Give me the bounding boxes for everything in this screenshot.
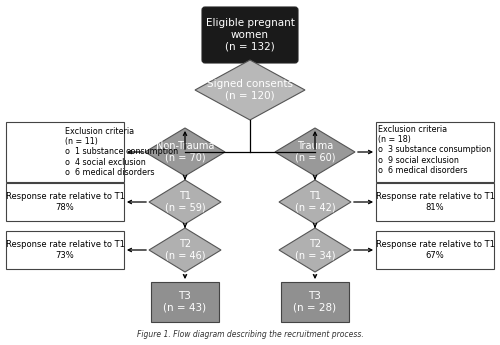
Text: Exclusion criteria
(n = 11)
o  1 substance consumption
o  4 social exclusion
o  : Exclusion criteria (n = 11) o 1 substanc… <box>65 127 178 177</box>
Bar <box>376 183 494 221</box>
Bar <box>151 282 219 322</box>
Polygon shape <box>279 180 351 224</box>
Polygon shape <box>149 228 221 272</box>
Text: T1
(n = 59): T1 (n = 59) <box>164 191 205 213</box>
Bar <box>6 183 124 221</box>
Text: Exclusion criteria
(n = 18)
o  3 substance consumption
o  9 social exclusion
o  : Exclusion criteria (n = 18) o 3 substanc… <box>378 125 492 175</box>
Text: Signed consents
(n = 120): Signed consents (n = 120) <box>207 79 293 101</box>
Text: Response rate relative to T1
73%: Response rate relative to T1 73% <box>6 240 124 260</box>
Polygon shape <box>149 180 221 224</box>
Text: Response rate relative to T1
78%: Response rate relative to T1 78% <box>6 192 124 212</box>
Text: T3
(n = 43): T3 (n = 43) <box>164 291 206 313</box>
Text: Eligible pregnant
women
(n = 132): Eligible pregnant women (n = 132) <box>206 18 294 52</box>
Text: Response rate relative to T1
67%: Response rate relative to T1 67% <box>376 240 494 260</box>
Bar <box>376 122 494 182</box>
Text: T2
(n = 46): T2 (n = 46) <box>165 239 205 261</box>
Text: Non-Trauma
(n = 70): Non-Trauma (n = 70) <box>156 141 214 163</box>
Text: Figure 1. Flow diagram describing the recruitment process.: Figure 1. Flow diagram describing the re… <box>136 330 364 339</box>
Text: Trauma
(n = 60): Trauma (n = 60) <box>295 141 335 163</box>
Bar <box>6 122 124 182</box>
Bar <box>281 282 349 322</box>
Text: T2
(n = 34): T2 (n = 34) <box>295 239 335 261</box>
Polygon shape <box>275 128 355 176</box>
Polygon shape <box>195 60 305 120</box>
Text: T3
(n = 28): T3 (n = 28) <box>294 291 337 313</box>
Polygon shape <box>145 128 225 176</box>
Text: T1
(n = 42): T1 (n = 42) <box>294 191 336 213</box>
Bar <box>6 231 124 269</box>
Bar <box>376 231 494 269</box>
Text: Response rate relative to T1
81%: Response rate relative to T1 81% <box>376 192 494 212</box>
Polygon shape <box>279 228 351 272</box>
FancyBboxPatch shape <box>202 7 298 63</box>
